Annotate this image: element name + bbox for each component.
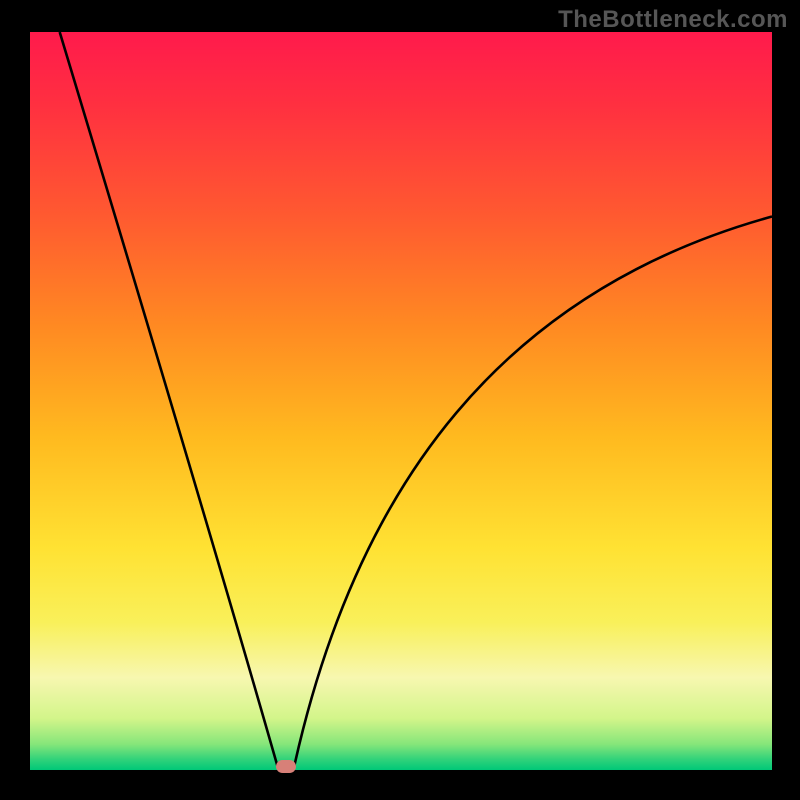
border-right bbox=[772, 0, 800, 800]
watermark-text: TheBottleneck.com bbox=[558, 6, 788, 34]
border-bottom bbox=[0, 770, 800, 800]
curve-left-branch bbox=[60, 32, 279, 770]
curve-right-branch bbox=[293, 217, 772, 771]
optimum-marker bbox=[276, 760, 297, 773]
plot-area bbox=[30, 32, 772, 770]
border-left bbox=[0, 0, 30, 800]
chart-frame: TheBottleneck.com bbox=[0, 0, 800, 800]
bottleneck-curve bbox=[30, 32, 772, 770]
